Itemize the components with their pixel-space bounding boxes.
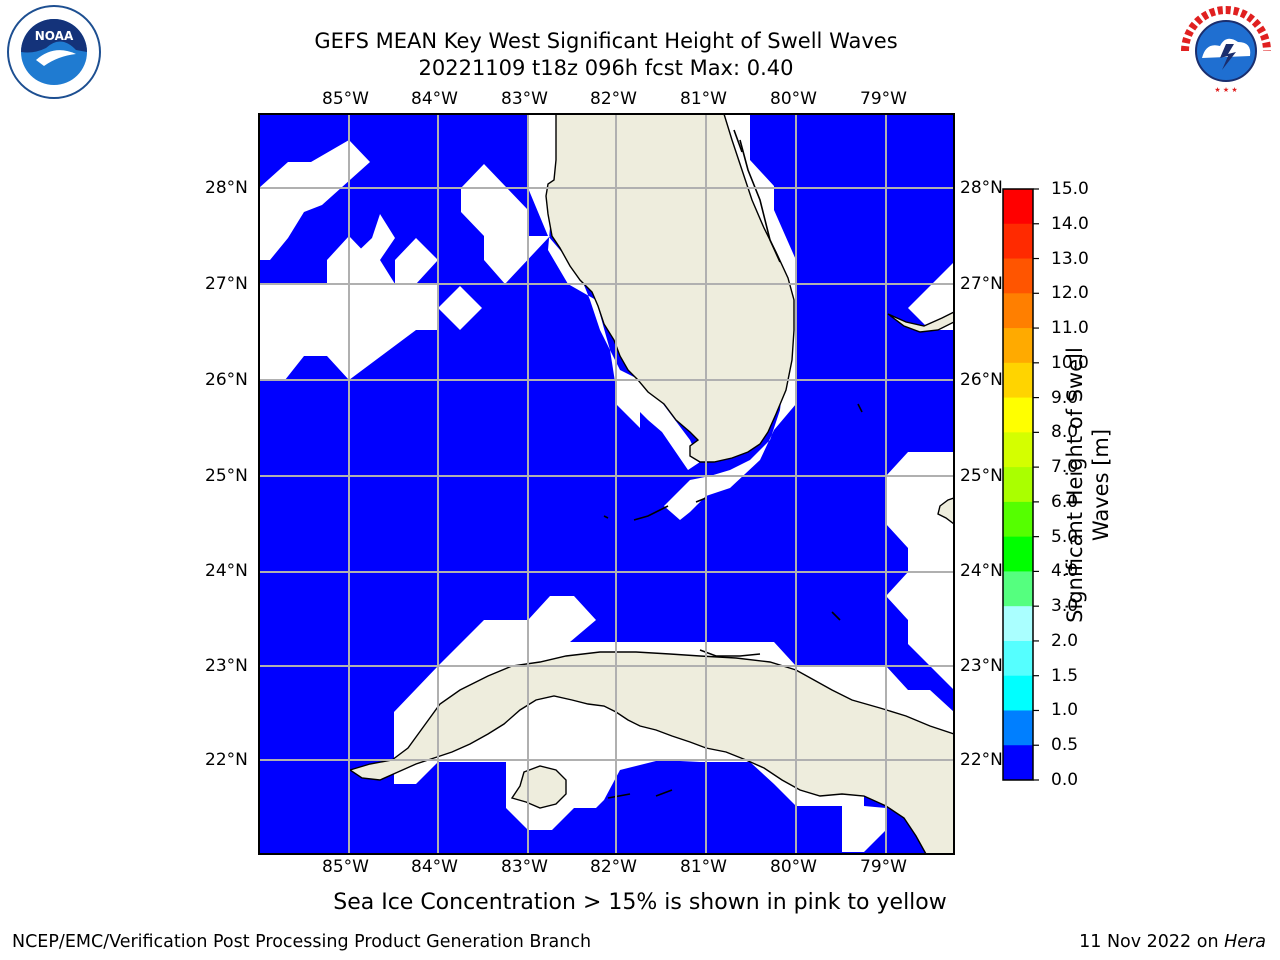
footer-host: Hera	[1224, 932, 1266, 952]
noaa-logo: NOAA	[7, 5, 101, 99]
sea-ice-note: Sea Ice Concentration > 15% is shown in …	[333, 890, 947, 915]
lat-label-left-27n: 27°N	[205, 274, 248, 294]
colorbar-tick-label: 5.0	[1051, 526, 1079, 547]
colorbar-label: Significant Height of Swell Waves [m]	[1063, 347, 1113, 623]
lat-label-right-24n: 24°N	[960, 561, 1003, 581]
lon-label-bottom-81w: 81°W	[680, 857, 727, 877]
colorbar-swatch	[1003, 189, 1033, 225]
colorbar-tick-label: 0.0	[1051, 770, 1079, 790]
colorbar-swatch	[1003, 293, 1033, 329]
footer-date-text: 11 Nov 2022 on	[1079, 932, 1219, 952]
colorbar-tick-label: 4.0	[1051, 561, 1079, 582]
colorbar-tick-label: 0.5	[1051, 735, 1079, 756]
colorbar-tick-label: 10.0	[1051, 352, 1089, 373]
colorbar-swatch	[1003, 571, 1033, 607]
lat-label-left-28n: 28°N	[205, 178, 248, 198]
lat-label-right-25n: 25°N	[960, 466, 1003, 486]
lat-label-right-22n: 22°N	[960, 750, 1003, 770]
colorbar-tick-label: 11.0	[1051, 318, 1089, 339]
colorbar-tick-label: 1.0	[1051, 700, 1079, 721]
lon-label-top-82w: 82°W	[590, 89, 637, 109]
colorbar-swatch	[1003, 675, 1033, 711]
lat-label-right-23n: 23°N	[960, 656, 1003, 676]
colorbar-swatch	[1003, 640, 1033, 677]
chart-title-line2: 20221109 t18z 096h fcst Max: 0.40	[418, 56, 794, 80]
lat-label-left-25n: 25°N	[205, 466, 248, 486]
lat-label-right-26n: 26°N	[960, 370, 1003, 390]
lon-label-top-83w: 83°W	[501, 89, 548, 109]
colorbar-tick-label: 14.0	[1051, 213, 1089, 234]
colorbar-tick-label: 9.0	[1051, 387, 1079, 408]
colorbar-frame	[1002, 188, 1034, 781]
footer-producer: NCEP/EMC/Verification Post Processing Pr…	[12, 932, 592, 952]
lat-label-left-23n: 23°N	[205, 656, 248, 676]
lon-label-top-81w: 81°W	[680, 89, 727, 109]
lat-label-left-24n: 24°N	[205, 561, 248, 581]
colorbar-swatch	[1003, 501, 1033, 538]
noaa-logo-text: NOAA	[35, 29, 74, 43]
colorbar-swatch	[1003, 223, 1033, 260]
lon-label-bottom-84w: 84°W	[411, 857, 458, 877]
colorbar-tick-label: 1.5	[1051, 665, 1079, 686]
chart-title-line1: GEFS MEAN Key West Significant Height of…	[314, 29, 898, 53]
land-areas	[348, 113, 955, 855]
colorbar-swatch	[1003, 328, 1033, 364]
colorbar-tick-label: 13.0	[1051, 248, 1089, 269]
lon-label-bottom-85w: 85°W	[322, 857, 369, 877]
colorbar-swatch	[1003, 397, 1033, 433]
lon-label-bottom-82w: 82°W	[590, 857, 637, 877]
lon-label-top-84w: 84°W	[411, 89, 458, 109]
colorbar-swatch	[1003, 432, 1033, 468]
colorbar-tick-label: 6.0	[1051, 491, 1079, 512]
lon-label-bottom-83w: 83°W	[501, 857, 548, 877]
colorbar	[1002, 188, 1039, 781]
map-frame	[258, 113, 955, 855]
colorbar-tick-label: 12.0	[1051, 283, 1089, 304]
lat-label-right-28n: 28°N	[960, 178, 1003, 198]
colorbar-tick-label: 8.0	[1051, 422, 1079, 443]
lat-label-left-26n: 26°N	[205, 370, 248, 390]
colorbar-tick-label: 15.0	[1051, 179, 1089, 199]
lon-label-top-80w: 80°W	[770, 89, 817, 109]
colorbar-swatch	[1003, 258, 1033, 294]
colorbar-swatch	[1003, 710, 1033, 746]
lat-label-left-22n: 22°N	[205, 750, 248, 770]
svg-text:★ ★ ★: ★ ★ ★	[1214, 86, 1237, 94]
colorbar-tick-label: 3.0	[1051, 596, 1079, 617]
colorbar-swatch	[1003, 536, 1033, 572]
colorbar-swatch	[1003, 606, 1033, 642]
lon-label-bottom-80w: 80°W	[770, 857, 817, 877]
keys-and-islets	[603, 129, 863, 799]
colorbar-tick-label: 2.0	[1051, 630, 1079, 651]
lat-label-right-27n: 27°N	[960, 274, 1003, 294]
colorbar-tick-label: 7.0	[1051, 457, 1079, 478]
graticule	[259, 114, 954, 854]
lon-label-top-79w: 79°W	[860, 89, 907, 109]
colorbar-swatch	[1003, 467, 1033, 503]
lon-label-top-85w: 85°W	[322, 89, 369, 109]
footer-date: 11 Nov 2022 on Hera	[1079, 932, 1266, 952]
colorbar-swatch	[1003, 362, 1033, 399]
nws-logo: ★ ★ ★	[1180, 5, 1272, 97]
colorbar-swatch	[1003, 745, 1033, 781]
lon-label-bottom-79w: 79°W	[860, 857, 907, 877]
